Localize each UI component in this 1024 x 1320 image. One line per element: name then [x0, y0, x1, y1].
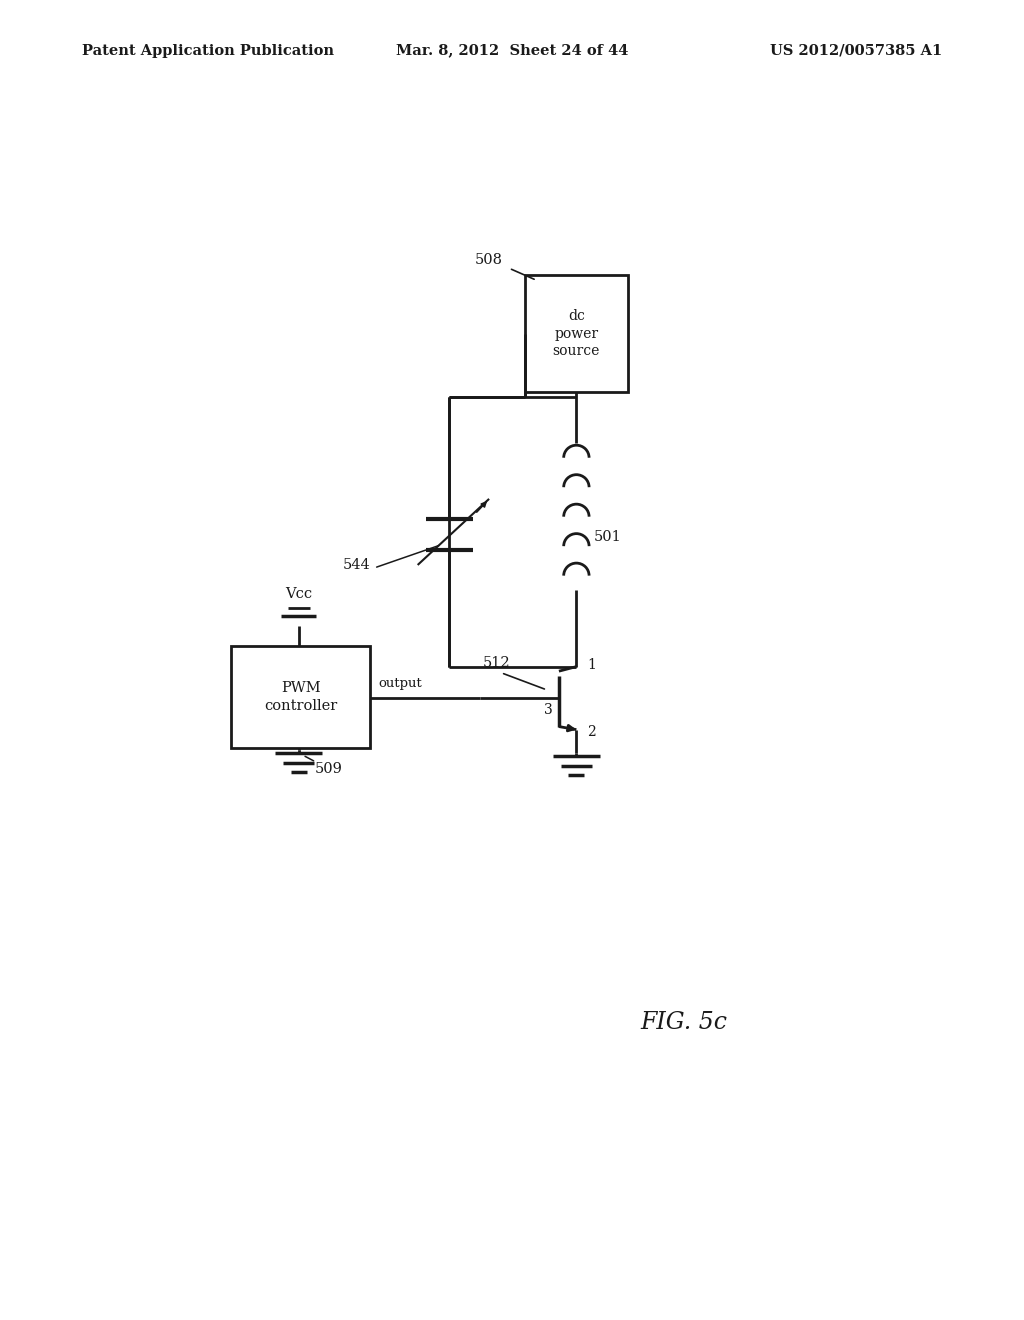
Bar [524, 276, 628, 392]
Text: output: output [378, 677, 422, 690]
Text: 509: 509 [314, 762, 342, 776]
Text: 544: 544 [342, 558, 370, 572]
Text: FIG. 5c: FIG. 5c [640, 1011, 727, 1034]
Text: 512: 512 [483, 656, 511, 669]
Text: Patent Application Publication: Patent Application Publication [82, 44, 334, 58]
Text: dc
power
source: dc power source [553, 309, 600, 358]
Text: 508: 508 [475, 253, 503, 267]
Text: Vcc: Vcc [285, 586, 312, 601]
Text: 1: 1 [588, 657, 596, 672]
Text: PWM
controller: PWM controller [264, 681, 337, 713]
Text: 501: 501 [594, 531, 622, 544]
Text: 2: 2 [588, 725, 596, 739]
Text: 3: 3 [544, 704, 553, 717]
Text: US 2012/0057385 A1: US 2012/0057385 A1 [770, 44, 942, 58]
Bar [231, 647, 370, 748]
Text: Mar. 8, 2012  Sheet 24 of 44: Mar. 8, 2012 Sheet 24 of 44 [396, 44, 628, 58]
